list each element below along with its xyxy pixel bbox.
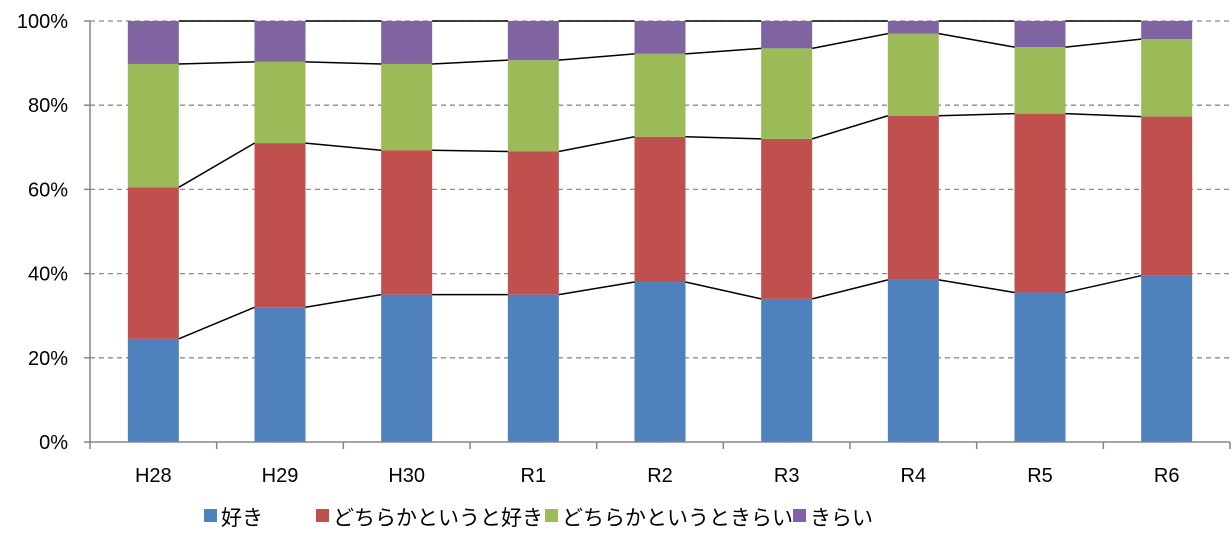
x-tick-label: R1 (521, 465, 547, 487)
bar-segment (1141, 39, 1193, 117)
x-tick-label: R4 (901, 465, 927, 487)
series-line (685, 136, 762, 140)
x-tick-label: H29 (262, 465, 299, 487)
x-tick-label: R2 (647, 465, 673, 487)
legend: 好き どちらかというと好き どちらかというときらい きらい (204, 506, 873, 530)
bar-segment (127, 63, 179, 188)
bar-segment (887, 115, 939, 280)
bar-segment (1014, 113, 1066, 293)
bar-segment (127, 21, 179, 64)
series-connector-lines (178, 20, 1142, 340)
y-tick-label: 80% (28, 95, 68, 117)
bar-segment (887, 33, 939, 116)
bar-segment (887, 21, 939, 34)
y-tick-label: 20% (28, 348, 68, 370)
bar-segment (634, 21, 686, 54)
bar-segment (381, 150, 433, 295)
legend-swatch (316, 509, 329, 522)
x-tick-label: R5 (1027, 465, 1053, 487)
legend-swatch (545, 509, 558, 522)
bar-segment (761, 298, 813, 442)
series-line (558, 53, 635, 61)
series-line (938, 32, 1015, 48)
bar-segment (1141, 116, 1193, 276)
series-line (432, 149, 508, 153)
bar-segment (1014, 21, 1066, 48)
bar-segment (127, 187, 179, 339)
series-line (811, 279, 889, 300)
bar-segment (507, 294, 559, 442)
bar-segment (507, 151, 559, 295)
bar-segment (887, 279, 939, 442)
bar-segment (254, 307, 306, 442)
series-line (938, 279, 1015, 294)
x-tick-label: H30 (388, 465, 425, 487)
bar-segment (634, 282, 686, 442)
y-tick-label: 100% (17, 11, 68, 33)
series-line (558, 136, 635, 153)
bar-segment (254, 61, 306, 144)
legend-swatch (793, 509, 806, 522)
bar-segment (254, 21, 306, 62)
bar-segment (507, 60, 559, 152)
series-line (685, 281, 762, 300)
series-line (938, 112, 1015, 117)
series-line (1065, 38, 1142, 48)
legend-label: きらい (810, 506, 873, 530)
bar-segment (381, 294, 433, 442)
axes (84, 20, 1231, 449)
bar-segment (254, 143, 306, 308)
y-tick-label: 40% (28, 264, 68, 286)
series-line (685, 47, 762, 55)
x-tick-label: R3 (774, 465, 800, 487)
bar-segment (1014, 47, 1066, 114)
x-tick-label: R6 (1154, 465, 1180, 487)
series-line (811, 115, 889, 140)
legend-label: どちらかというと好き (333, 506, 543, 530)
y-tick-label: 0% (39, 432, 68, 454)
series-line (178, 306, 255, 340)
y-axis-ticks: 0% 20% 40% 60% 80% 100% (17, 11, 68, 454)
series-line (305, 142, 382, 151)
bar-segment (127, 338, 179, 442)
bar-segment (381, 21, 433, 64)
series-line (305, 293, 382, 309)
legend-label: 好き (221, 506, 263, 530)
bar-segment (1141, 275, 1193, 442)
x-tick-label: H28 (135, 465, 172, 487)
y-tick-label: 60% (28, 179, 68, 201)
series-line (305, 61, 382, 65)
bar-segment (507, 21, 559, 61)
bar-segment (761, 138, 813, 299)
series-line (1065, 274, 1142, 294)
bar-segment (634, 136, 686, 283)
series-line (812, 32, 888, 50)
legend-swatch (204, 509, 217, 522)
bar-segment (634, 53, 686, 137)
bar-segment (381, 63, 433, 151)
legend-label: どちらかというときらい (562, 506, 793, 530)
series-line (178, 142, 255, 188)
bar-segment (761, 21, 813, 49)
series-line (1065, 112, 1142, 118)
x-axis-ticks: H28 H29 H30 R1 R2 R3 R4 R5 R6 (135, 465, 1179, 487)
series-line (558, 281, 635, 296)
bar-segment (761, 48, 813, 139)
bar-segment (1014, 292, 1066, 442)
bars (127, 21, 1193, 442)
bar-segment (1141, 21, 1193, 40)
series-line (178, 61, 255, 65)
series-line (432, 59, 508, 65)
